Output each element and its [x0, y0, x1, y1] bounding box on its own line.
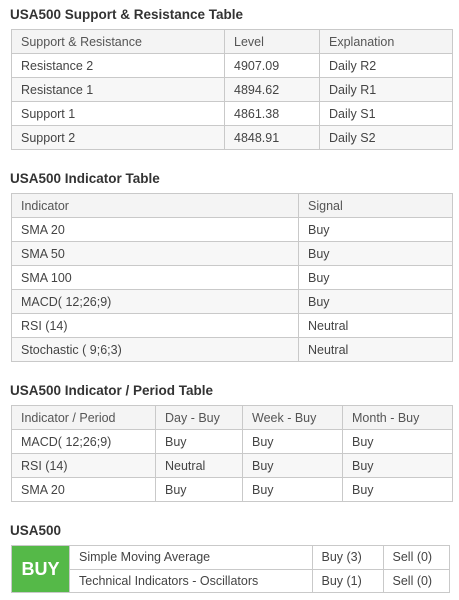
table-cell: Resistance 1 — [11, 77, 225, 102]
table-cell: Buy — [242, 453, 343, 478]
table-cell: Support 2 — [11, 125, 225, 150]
table-row: Resistance 2 4907.09 Daily R2 — [11, 53, 453, 78]
table-row: Support 1 4861.38 Daily S1 — [11, 101, 453, 126]
sr-table-title: USA500 Support & Resistance Table — [10, 7, 244, 22]
table-cell: 4861.38 — [224, 101, 320, 126]
column-header: Support & Resistance — [11, 29, 225, 54]
table-row: Support 2 4848.91 Daily S2 — [11, 125, 453, 150]
table-row: Resistance 1 4894.62 Daily R1 — [11, 77, 453, 102]
summary-panel: BUY Simple Moving Average Buy (3) Sell (… — [11, 545, 450, 593]
table-cell: Daily R1 — [319, 77, 453, 102]
column-header: Level — [224, 29, 320, 54]
column-header: Indicator — [11, 193, 299, 218]
table-cell: Neutral — [298, 337, 453, 362]
table-cell: 4894.62 — [224, 77, 320, 102]
table-cell: Technical Indicators - Oscillators — [79, 573, 259, 588]
table-cell: Neutral — [298, 313, 453, 338]
table-cell: SMA 50 — [11, 241, 299, 266]
table-cell: RSI (14) — [11, 453, 156, 478]
table-row: SMA 50 Buy — [11, 241, 453, 266]
table-cell: Buy — [298, 241, 453, 266]
support-resistance-table: Support & Resistance Level Explanation R… — [11, 29, 453, 150]
table-row: RSI (14) Neutral Buy Buy — [11, 453, 453, 478]
table-header-row: Indicator / Period Day - Buy Week - Buy … — [11, 405, 453, 430]
table-row: MACD( 12;26;9) Buy — [11, 289, 453, 314]
table-cell: Sell (0) — [382, 546, 450, 570]
table-row: SMA 100 Buy — [11, 265, 453, 290]
summary-title: USA500 — [10, 523, 62, 538]
table-header-row: Indicator Signal — [11, 193, 453, 218]
table-cell: Resistance 2 — [11, 53, 225, 78]
column-header: Indicator / Period — [11, 405, 156, 430]
table-cell: Support 1 — [11, 101, 225, 126]
table-cell: 4907.09 — [224, 53, 320, 78]
table-row: Technical Indicators - Oscillators Buy (… — [70, 569, 450, 592]
table-cell: Buy — [298, 217, 453, 242]
column-header: Month - Buy — [342, 405, 453, 430]
table-cell: Sell (0) — [382, 569, 450, 592]
table-cell: Daily S2 — [319, 125, 453, 150]
table-cell: Buy (3) — [311, 546, 383, 570]
table-row: MACD( 12;26;9) Buy Buy Buy — [11, 429, 453, 454]
summary-table: Simple Moving Average Buy (3) Sell (0) T… — [70, 546, 450, 592]
indicator-table: Indicator Signal SMA 20 Buy SMA 50 Buy S… — [11, 193, 453, 362]
table-cell: Buy (1) — [311, 569, 383, 592]
table-cell: RSI (14) — [11, 313, 299, 338]
table-cell: Buy — [342, 477, 453, 502]
table-cell: Buy — [298, 265, 453, 290]
indicator-period-table: Indicator / Period Day - Buy Week - Buy … — [11, 405, 453, 502]
table-cell: Daily S1 — [319, 101, 453, 126]
table-cell: MACD( 12;26;9) — [11, 429, 156, 454]
table-cell: Buy — [155, 429, 243, 454]
table-cell: Buy — [342, 429, 453, 454]
table-cell: Daily R2 — [319, 53, 453, 78]
table-cell: SMA 100 — [11, 265, 299, 290]
table-cell: Buy — [342, 453, 453, 478]
signal-badge: BUY — [12, 546, 70, 592]
column-header: Explanation — [319, 29, 453, 54]
table-row: SMA 20 Buy Buy Buy — [11, 477, 453, 502]
indicator-table-title: USA500 Indicator Table — [10, 171, 160, 186]
period-table-title: USA500 Indicator / Period Table — [10, 383, 214, 398]
table-cell: Neutral — [155, 453, 243, 478]
table-cell: MACD( 12;26;9) — [11, 289, 299, 314]
table-row: Simple Moving Average Buy (3) Sell (0) — [70, 546, 450, 570]
table-cell: Buy — [242, 477, 343, 502]
table-cell: SMA 20 — [11, 477, 156, 502]
table-row: Stochastic ( 9;6;3) Neutral — [11, 337, 453, 362]
table-cell: Stochastic ( 9;6;3) — [11, 337, 299, 362]
table-cell: Simple Moving Average — [70, 546, 312, 570]
column-header: Week - Buy — [242, 405, 343, 430]
column-header: Signal — [298, 193, 453, 218]
table-cell: SMA 20 — [11, 217, 299, 242]
table-cell: Buy — [155, 477, 243, 502]
table-row: RSI (14) Neutral — [11, 313, 453, 338]
table-cell: Buy — [242, 429, 343, 454]
table-cell: 4848.91 — [224, 125, 320, 150]
table-header-row: Support & Resistance Level Explanation — [11, 29, 453, 54]
table-row: SMA 20 Buy — [11, 217, 453, 242]
table-cell: Buy — [298, 289, 453, 314]
column-header: Day - Buy — [155, 405, 243, 430]
